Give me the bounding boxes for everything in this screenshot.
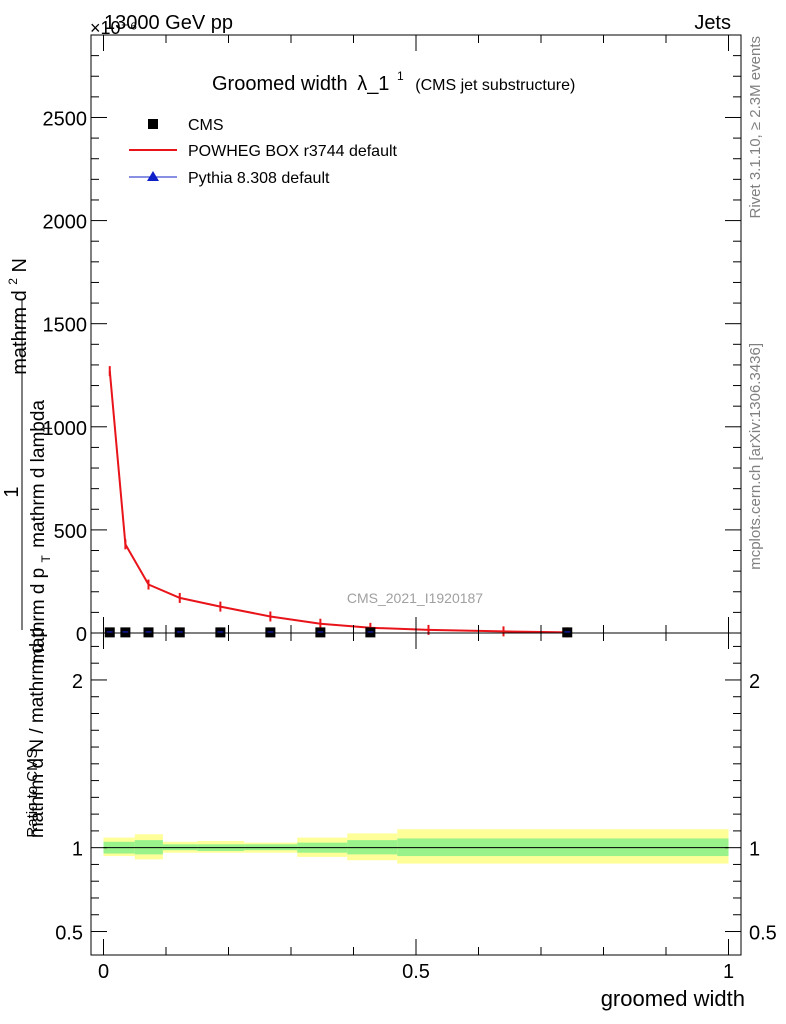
- main-panel: 0 500 1000 1500 2000 2500 Groomed width λ_1 1…: [43, 34, 742, 646]
- x-tick-label: 0.5: [402, 961, 430, 983]
- ratio-panel: 0 0.5 1 0.5 0.5 1 1 2 2 Ratio to CMS groomed wid…: [24, 632, 777, 1011]
- main-ytick-label: 2000: [43, 212, 88, 234]
- ratio-ytick-label-right: 2: [749, 671, 760, 693]
- chart-title: Groomed width λ_1 1 (CMS jet substructur…: [212, 63, 575, 95]
- ratio-frame: [90, 632, 742, 956]
- ylabel-numerator-right: mathrm d 2 N: [0, 258, 31, 375]
- chart-title-text: Groomed width: [212, 73, 348, 95]
- header-right: Jets: [694, 12, 731, 34]
- mcplots-label: mcplots.cern.ch [arXiv:1306.3436]: [747, 343, 764, 570]
- ylabel-numerator-left: 1: [1, 486, 23, 497]
- legend-label-cms: CMS: [188, 117, 224, 134]
- chart-title-math: λ_1: [357, 73, 389, 95]
- ratio-ytick-label-right: 0.5: [749, 923, 777, 945]
- ylabel-den-right-a: mathrm d p: [28, 568, 49, 664]
- main-chart-marks: [104, 366, 573, 638]
- legend: CMS POWHEG BOX r3744 default Pythia 8.30…: [129, 117, 398, 187]
- x-axis-label: groomed width: [601, 986, 745, 1011]
- main-ytick-label: 2500: [43, 108, 88, 130]
- ylabel-num-right-a: mathrm d: [9, 290, 31, 374]
- main-ytick-label: 0: [76, 624, 87, 646]
- ylabel-denominator-left: mathrm d N / mathrm d p: [27, 627, 48, 838]
- x-tick-label: 0: [98, 961, 109, 983]
- ratio-ylabel: Ratio to CMS: [24, 748, 41, 837]
- chart-subtitle: (CMS jet substructure): [415, 77, 575, 94]
- ratio-ytick-label: 1: [72, 839, 83, 861]
- ylabel-subscript-left: T: [41, 424, 55, 432]
- main-ylabel: 1 mathrm d N / mathrm d p T mathrm d 2 N…: [0, 258, 55, 838]
- watermark: CMS_2021_I1920187: [347, 590, 483, 606]
- ratio-ytick-label-right: 1: [749, 839, 760, 861]
- ratio-ytick-label: 2: [72, 671, 83, 693]
- ylabel-num-right-b: N: [9, 258, 31, 272]
- ylabel-den-right-b: mathrm d lambda: [28, 400, 49, 548]
- legend-label-powheg: POWHEG BOX r3744 default: [188, 143, 398, 160]
- rivet-label: Rivet 3.1.10, ≥ 2.3M events: [747, 36, 764, 219]
- ratio-axis-ticks: 0 0.5 1 0.5 0.5 1 1 2 2: [55, 633, 777, 983]
- legend-label-pythia: Pythia 8.308 default: [188, 170, 330, 187]
- ylabel-num-right-sup: 2: [6, 278, 20, 285]
- header-exponent: ×10⁻⁶: [90, 18, 137, 38]
- ratio-chart-marks: [103, 829, 729, 864]
- ylabel-denominator-right: mathrm d p T mathrm d lambda: [28, 400, 55, 664]
- main-ytick-label: 500: [54, 521, 87, 543]
- legend-marker-pythia: [147, 171, 159, 181]
- main-ytick-label: 1000: [43, 418, 88, 440]
- header-left: 13000 GeV pp: [104, 12, 233, 34]
- chart-title-sup: 1: [397, 69, 404, 83]
- ylabel-den-right-sub: T: [39, 554, 53, 562]
- ratio-ytick-label: 0.5: [55, 923, 83, 945]
- main-axis-ticks: 0 500 1000 1500 2000 2500: [43, 34, 741, 646]
- main-ytick-label: 1500: [43, 315, 88, 337]
- legend-marker-cms: [148, 119, 158, 129]
- series-line-powheg: [108, 371, 568, 634]
- x-tick-label: 1: [723, 961, 734, 983]
